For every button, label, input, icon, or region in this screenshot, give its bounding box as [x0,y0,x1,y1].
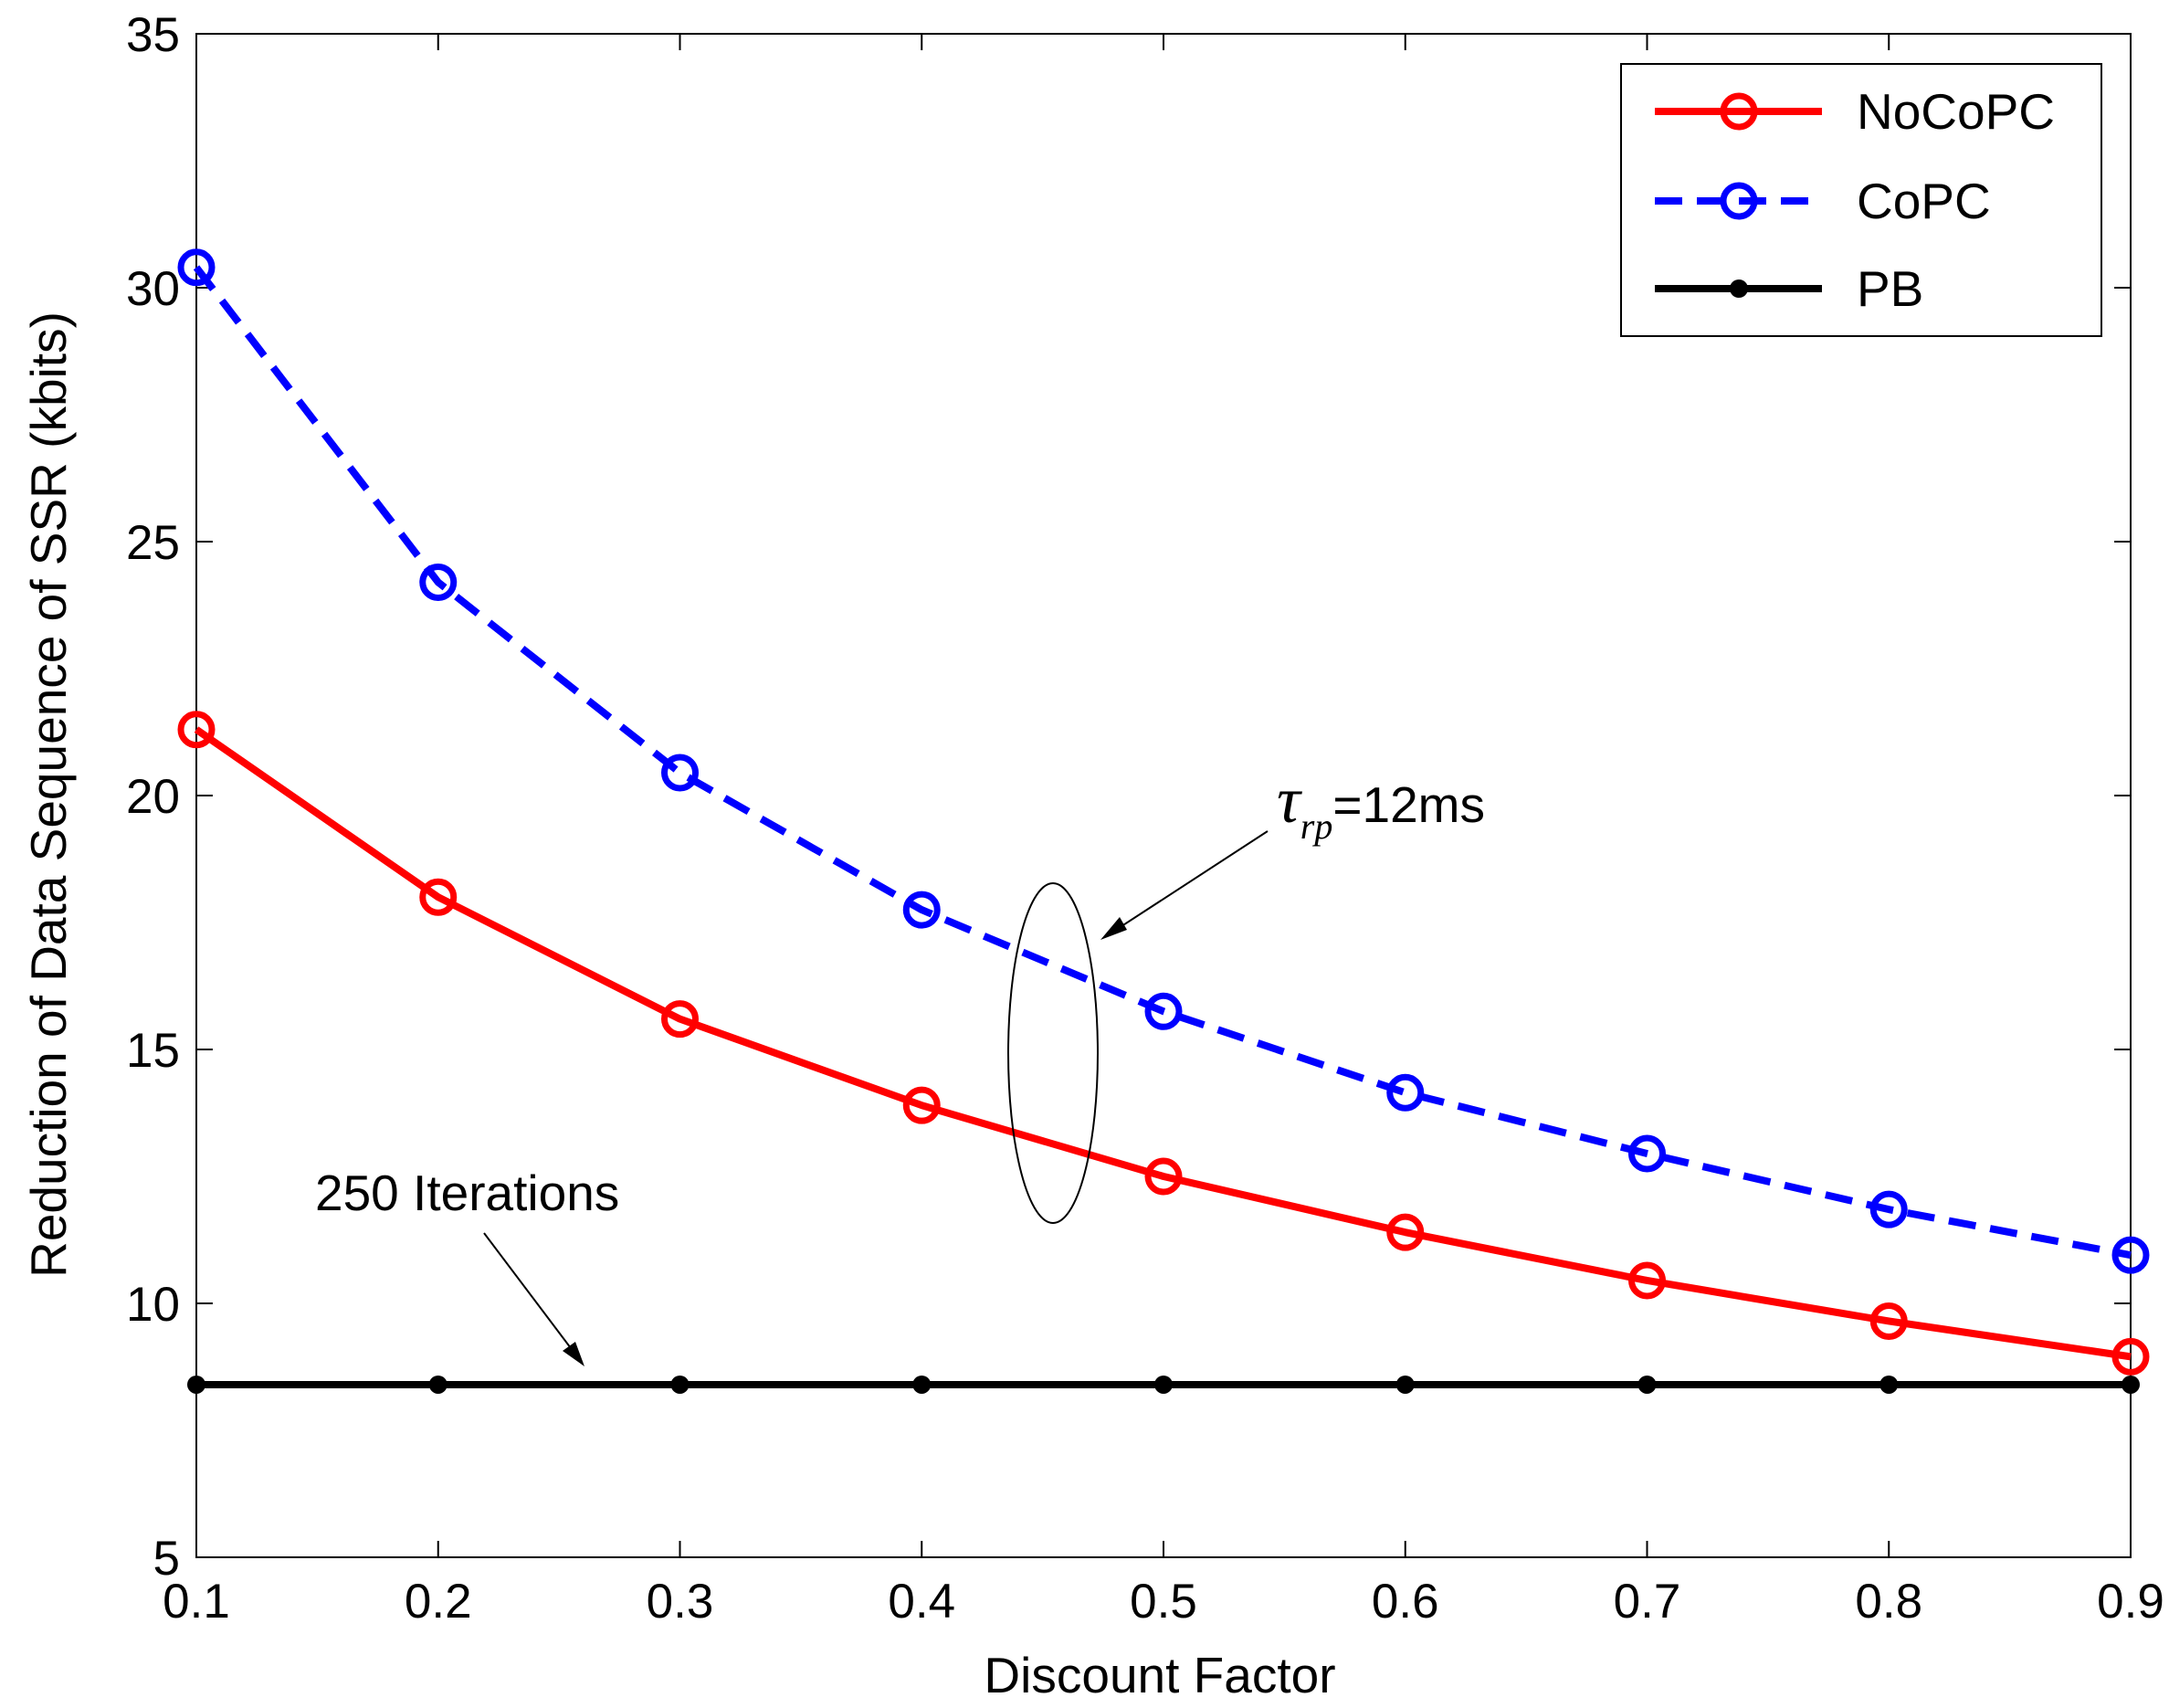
x-tick-label: 0.5 [1130,1575,1197,1629]
x-tick-label: 0.4 [888,1575,955,1629]
data-point-copc [1869,1190,1908,1228]
tau-annotation: τrp=12ms [1007,764,1485,1224]
legend-entry-pb: PB [1655,260,1923,317]
series-copc [177,248,2150,1274]
tau-subscript: rp [1300,806,1333,847]
iterations-label: 250 Iterations [315,1165,619,1221]
data-point-pb [428,1375,447,1394]
data-point-copc [1144,992,1183,1030]
x-axis: 0.1 0.2 0.3 0.4 0.5 0.6 0.7 0.8 0.9 [163,34,2164,1629]
legend-entries: NoCoPC CoPC PB [1655,83,2055,317]
legend-entry-nocopc: NoCoPC [1655,83,2055,140]
legend-swatch-marker-nocopc [1720,92,1758,131]
data-point-nocopc [902,1086,941,1124]
legend-label-copc: CoPC [1857,173,1991,229]
tau-label: τrp=12ms [1277,764,1485,847]
series-nocopc [177,711,2150,1376]
y-axis: 5 10 15 20 25 30 35 [126,8,2131,1586]
tau-arrow-head [1100,917,1127,940]
legend-swatch-marker-pb [1730,279,1748,298]
x-tick-label: 0.6 [1372,1575,1439,1629]
tau-ellipse [1007,882,1099,1224]
data-point-copc [2111,1236,2150,1274]
data-point-copc [177,248,216,287]
tau-symbol: τ [1277,764,1302,837]
x-tick-label: 0.3 [647,1575,714,1629]
data-point-copc [661,754,699,792]
legend-label-nocopc: NoCoPC [1857,83,2055,140]
data-point-copc [902,891,941,929]
series-line-copc [193,265,2132,1260]
data-point-copc [419,563,458,601]
legend-label-pb: PB [1857,260,1923,317]
series-line-nocopc [194,726,2132,1361]
data-point-copc [1628,1134,1666,1173]
y-tick-label: 5 [153,1532,180,1586]
series-pb [187,1375,2140,1394]
data-point-nocopc [419,878,458,916]
y-tick-label: 25 [126,516,180,570]
data-point-pb [2122,1375,2140,1394]
tau-arrow-line [1115,830,1269,931]
x-tick-label: 0.9 [2097,1575,2164,1629]
legend: NoCoPC CoPC PB [1620,63,2102,337]
data-point-copc [1386,1073,1425,1112]
x-axis-title: Discount Factor [984,1647,1335,1703]
data-point-pb [670,1375,690,1394]
legend-entry-copc: CoPC [1655,173,1991,229]
data-point-pb [1154,1375,1173,1394]
legend-swatch-marker-copc [1720,182,1758,220]
data-point-nocopc [661,1000,699,1039]
data-point-pb [1637,1375,1657,1394]
data-point-pb [187,1375,205,1394]
data-point-nocopc [1386,1213,1425,1251]
data-point-nocopc [1144,1157,1183,1196]
iterations-annotation: 250 Iterations [315,1165,619,1366]
data-point-pb [912,1375,932,1394]
iterations-arrow-line [483,1232,574,1353]
data-point-pb [1395,1375,1415,1394]
data-point-nocopc [1869,1302,1908,1340]
y-tick-label: 10 [126,1278,180,1332]
data-point-nocopc [1628,1261,1666,1300]
y-axis-title: Reduction of Data Sequence of SSR (kbits… [20,311,77,1278]
data-point-nocopc [2111,1337,2150,1376]
y-tick-label: 20 [126,770,180,824]
x-tick-label: 0.8 [1855,1575,1922,1629]
x-tick-label: 0.2 [405,1575,472,1629]
y-tick-label: 30 [126,262,180,316]
iterations-arrow-head [563,1342,584,1366]
tau-value: =12ms [1332,776,1485,833]
y-tick-label: 35 [126,8,180,62]
x-tick-label: 0.7 [1614,1575,1681,1629]
y-tick-label: 15 [126,1024,180,1078]
x-tick-label: 0.1 [163,1575,230,1629]
series-layer [177,248,2150,1394]
data-point-nocopc [177,711,216,749]
data-point-pb [1879,1375,1899,1394]
